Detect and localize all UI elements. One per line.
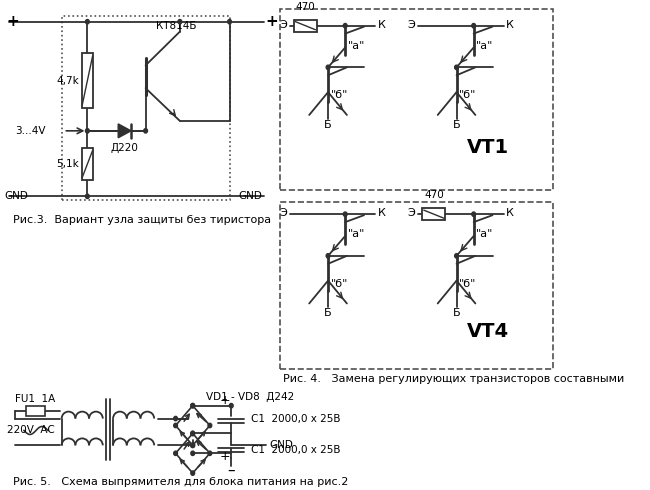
Text: 5,1k: 5,1k (56, 159, 79, 169)
Text: –: – (227, 463, 235, 478)
Text: Б: Б (452, 120, 460, 130)
Text: +: + (220, 394, 231, 407)
Text: VD1 - VD8  Д242: VD1 - VD8 Д242 (205, 392, 294, 402)
Text: "а": "а" (348, 229, 365, 239)
Text: Э: Э (408, 208, 415, 218)
Circle shape (174, 416, 177, 421)
Text: Э: Э (279, 208, 287, 218)
Bar (280, 9, 553, 191)
Circle shape (229, 403, 233, 408)
Text: 470: 470 (424, 190, 444, 200)
Text: "а": "а" (476, 229, 493, 239)
Polygon shape (118, 124, 131, 138)
Text: VT4: VT4 (467, 322, 510, 341)
Bar (294, 20, 317, 32)
Circle shape (174, 451, 177, 456)
Text: 220V  AC: 220V AC (7, 425, 55, 436)
Text: "б": "б" (331, 90, 348, 100)
Bar (280, 202, 553, 369)
Text: GND: GND (5, 191, 28, 201)
Text: Д220: Д220 (111, 143, 138, 153)
Text: GND: GND (270, 441, 294, 450)
Circle shape (86, 194, 89, 198)
Text: 3...4V: 3...4V (15, 126, 46, 136)
Text: "а": "а" (476, 41, 493, 50)
Circle shape (178, 20, 182, 24)
Circle shape (343, 212, 347, 217)
Text: Б: Б (324, 308, 332, 318)
Text: +: + (7, 14, 20, 29)
Circle shape (191, 431, 194, 436)
Text: Рис.3.  Вариант узла защиты без тиристора: Рис.3. Вариант узла защиты без тиристора (13, 215, 271, 225)
Text: FU1  1A: FU1 1A (16, 394, 56, 404)
Circle shape (208, 451, 212, 456)
Circle shape (472, 212, 476, 217)
Text: Б: Б (324, 120, 332, 130)
Circle shape (191, 431, 194, 436)
Circle shape (191, 471, 194, 475)
Circle shape (454, 254, 458, 258)
Text: "б": "б" (459, 279, 476, 289)
Text: Б: Б (452, 308, 460, 318)
Circle shape (326, 254, 330, 258)
Text: C1  2000,0 x 25В: C1 2000,0 x 25В (251, 445, 341, 455)
Circle shape (227, 20, 231, 24)
Text: К: К (506, 208, 514, 218)
Circle shape (191, 403, 194, 408)
Text: Рис. 4.   Замена регулирующих транзисторов составными: Рис. 4. Замена регулирующих транзисторов… (283, 374, 624, 384)
Text: Рис. 5.   Схема выпрямителя для блока питания на рис.2: Рис. 5. Схема выпрямителя для блока пита… (13, 477, 348, 487)
Bar (26, 406, 45, 416)
Bar (83, 53, 92, 108)
Circle shape (472, 24, 476, 28)
Circle shape (86, 20, 89, 24)
Text: 4,7k: 4,7k (56, 76, 79, 86)
Circle shape (343, 24, 347, 28)
Text: КТ814Б: КТ814Б (156, 21, 196, 31)
Circle shape (454, 65, 458, 70)
Text: +: + (220, 450, 231, 463)
Circle shape (144, 129, 148, 133)
Circle shape (191, 443, 194, 447)
Text: Э: Э (408, 20, 415, 30)
Circle shape (191, 451, 194, 456)
Text: Э: Э (279, 20, 287, 30)
Text: К: К (506, 20, 514, 30)
Circle shape (86, 129, 89, 133)
Circle shape (191, 443, 194, 447)
Bar (422, 208, 445, 220)
Circle shape (191, 403, 194, 408)
Text: 470: 470 (296, 2, 315, 12)
Text: "б": "б" (331, 279, 348, 289)
Text: К: К (378, 20, 385, 30)
Text: К: К (378, 208, 385, 218)
Circle shape (174, 423, 177, 428)
Text: +: + (266, 14, 278, 29)
Circle shape (208, 423, 212, 428)
Bar (62, 16, 229, 200)
Text: C1  2000,0 x 25В: C1 2000,0 x 25В (251, 414, 341, 423)
Text: "б": "б" (459, 90, 476, 100)
Text: VT1: VT1 (467, 138, 510, 157)
Circle shape (326, 65, 330, 70)
Bar (83, 147, 92, 180)
Text: GND: GND (238, 191, 262, 201)
Text: "а": "а" (348, 41, 365, 50)
